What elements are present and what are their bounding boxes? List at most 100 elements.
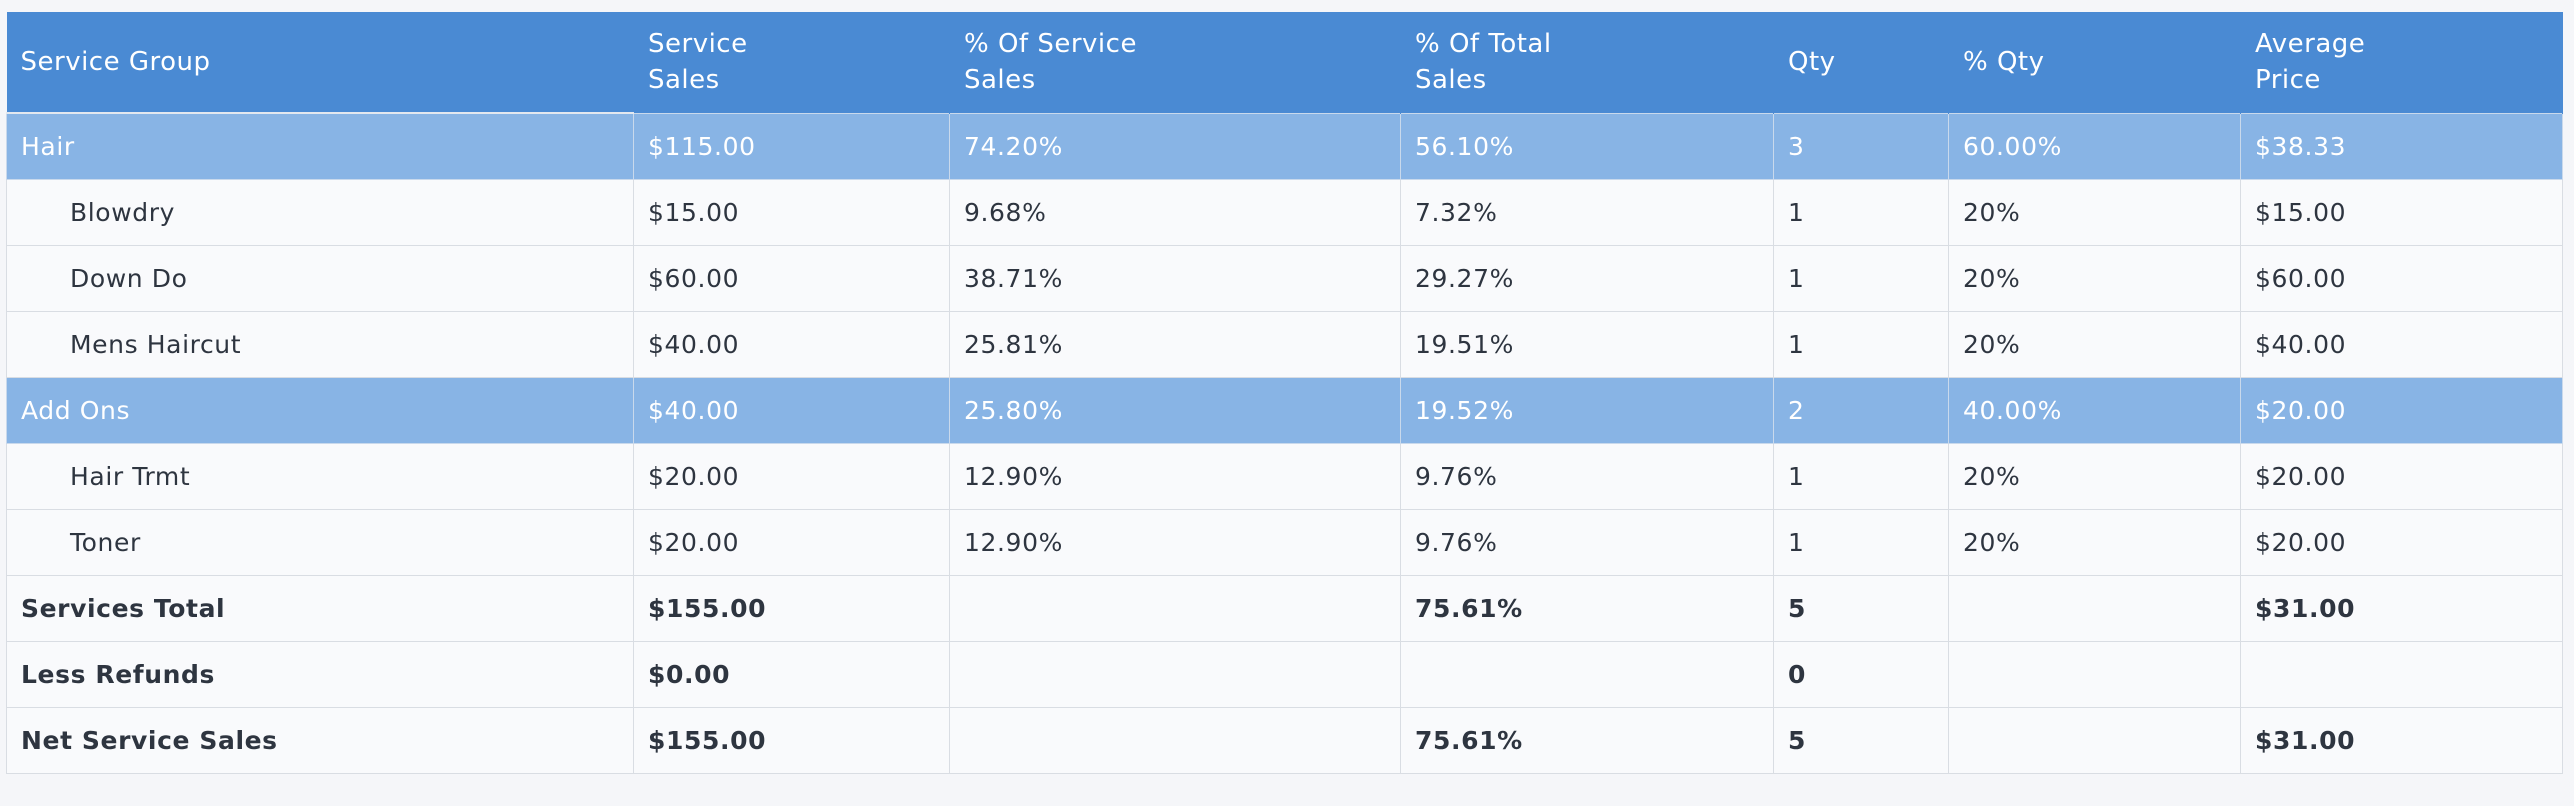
cell-pct-qty: 20% [1948, 310, 2241, 378]
cell-pct-service-sales: 25.80% [949, 376, 1401, 444]
cell-qty: 1 [1773, 442, 1949, 510]
header-average-price-line1: Average [2255, 29, 2366, 60]
cell-pct-service-sales: 25.81% [949, 310, 1401, 378]
cell-average-price: $20.00 [2240, 376, 2563, 444]
header-pct-total-sales-line2: Sales [1415, 65, 1487, 96]
header-row: Service Group Service Sales % Of Service… [6, 12, 2563, 114]
cell-total-label: Net Service Sales [6, 706, 634, 774]
cell-service-sales: $60.00 [633, 244, 950, 312]
cell-average-price: $15.00 [2240, 178, 2563, 246]
cell-pct-total-sales: 75.61% [1400, 706, 1774, 774]
table-row: Hair Trmt $20.00 12.90% 9.76% 1 20% $20.… [6, 442, 2563, 510]
cell-pct-qty: 20% [1948, 508, 2241, 576]
cell-qty: 1 [1773, 508, 1949, 576]
cell-average-price: $20.00 [2240, 442, 2563, 510]
cell-service-sales: $115.00 [633, 112, 950, 180]
cell-qty: 3 [1773, 112, 1949, 180]
service-sales-report: Service Group Service Sales % Of Service… [6, 12, 2563, 774]
cell-service-group: Add Ons [6, 376, 634, 444]
cell-service-sales: $155.00 [633, 706, 950, 774]
cell-qty: 1 [1773, 244, 1949, 312]
cell-pct-service-sales: 74.20% [949, 112, 1401, 180]
cell-qty: 1 [1773, 178, 1949, 246]
cell-average-price: $60.00 [2240, 244, 2563, 312]
cell-service-name: Mens Haircut [6, 310, 634, 378]
header-pct-total-sales-line1: % Of Total [1415, 29, 1552, 60]
cell-pct-total-sales: 7.32% [1400, 178, 1774, 246]
cell-average-price: $40.00 [2240, 310, 2563, 378]
cell-pct-service-sales: 12.90% [949, 508, 1401, 576]
cell-service-sales: $15.00 [633, 178, 950, 246]
cell-average-price: $38.33 [2240, 112, 2563, 180]
table-row-services-total: Services Total $155.00 75.61% 5 $31.00 [6, 574, 2563, 642]
cell-average-price [2240, 640, 2563, 708]
cell-pct-total-sales: 19.52% [1400, 376, 1774, 444]
cell-pct-qty [1948, 706, 2241, 774]
header-service-group[interactable]: Service Group [6, 12, 634, 114]
cell-pct-service-sales: 9.68% [949, 178, 1401, 246]
table-row-less-refunds: Less Refunds $0.00 0 [6, 640, 2563, 708]
header-service-sales[interactable]: Service Sales [633, 12, 950, 113]
table-header: Service Group Service Sales % Of Service… [6, 12, 2563, 114]
cell-pct-service-sales [949, 640, 1401, 708]
cell-qty: 2 [1773, 376, 1949, 444]
header-average-price-line2: Price [2255, 65, 2321, 96]
cell-pct-total-sales: 75.61% [1400, 574, 1774, 642]
header-pct-service-sales-line1: % Of Service [964, 29, 1137, 60]
cell-service-sales: $40.00 [633, 376, 950, 444]
cell-service-name: Toner [6, 508, 634, 576]
cell-pct-total-sales: 9.76% [1400, 508, 1774, 576]
table-row: Down Do $60.00 38.71% 29.27% 1 20% $60.0… [6, 244, 2563, 312]
cell-pct-total-sales: 9.76% [1400, 442, 1774, 510]
table-row: Blowdry $15.00 9.68% 7.32% 1 20% $15.00 [6, 178, 2563, 246]
cell-qty: 1 [1773, 310, 1949, 378]
cell-pct-qty [1948, 574, 2241, 642]
table-row: Toner $20.00 12.90% 9.76% 1 20% $20.00 [6, 508, 2563, 576]
cell-service-name: Down Do [6, 244, 634, 312]
table-row-net-service-sales: Net Service Sales $155.00 75.61% 5 $31.0… [6, 706, 2563, 774]
cell-service-sales: $20.00 [633, 442, 950, 510]
cell-qty: 0 [1773, 640, 1949, 708]
cell-service-name: Hair Trmt [6, 442, 634, 510]
cell-pct-service-sales: 38.71% [949, 244, 1401, 312]
header-service-sales-line1: Service [648, 29, 748, 60]
table-row-group-add-ons: Add Ons $40.00 25.80% 19.52% 2 40.00% $2… [6, 376, 2563, 444]
service-sales-table: Service Group Service Sales % Of Service… [6, 12, 2563, 774]
cell-service-sales: $40.00 [633, 310, 950, 378]
cell-pct-qty [1948, 640, 2241, 708]
cell-total-label: Less Refunds [6, 640, 634, 708]
cell-pct-qty: 40.00% [1948, 376, 2241, 444]
cell-pct-qty: 60.00% [1948, 112, 2241, 180]
cell-pct-qty: 20% [1948, 244, 2241, 312]
table-row-group-hair: Hair $115.00 74.20% 56.10% 3 60.00% $38.… [6, 112, 2563, 180]
header-pct-total-sales[interactable]: % Of Total Sales [1400, 12, 1774, 113]
header-service-group-label: Service Group [20, 47, 211, 77]
table-row: Mens Haircut $40.00 25.81% 19.51% 1 20% … [6, 310, 2563, 378]
cell-service-group: Hair [6, 112, 634, 180]
cell-average-price: $20.00 [2240, 508, 2563, 576]
header-service-sales-line2: Sales [648, 65, 720, 96]
cell-service-sales: $0.00 [633, 640, 950, 708]
cell-service-sales: $155.00 [633, 574, 950, 642]
cell-qty: 5 [1773, 706, 1949, 774]
cell-pct-total-sales: 56.10% [1400, 112, 1774, 180]
cell-pct-total-sales [1400, 640, 1774, 708]
cell-pct-service-sales: 12.90% [949, 442, 1401, 510]
cell-service-sales: $20.00 [633, 508, 950, 576]
header-qty[interactable]: Qty [1773, 12, 1949, 113]
header-average-price[interactable]: Average Price [2240, 12, 2563, 113]
header-pct-qty-label: % Qty [1963, 47, 2045, 78]
header-pct-qty[interactable]: % Qty [1948, 12, 2241, 113]
header-qty-label: Qty [1788, 47, 1836, 78]
table-body: Hair $115.00 74.20% 56.10% 3 60.00% $38.… [6, 112, 2563, 774]
cell-pct-total-sales: 29.27% [1400, 244, 1774, 312]
cell-pct-service-sales [949, 574, 1401, 642]
cell-total-label: Services Total [6, 574, 634, 642]
cell-average-price: $31.00 [2240, 706, 2563, 774]
cell-pct-total-sales: 19.51% [1400, 310, 1774, 378]
cell-service-name: Blowdry [6, 178, 634, 246]
header-pct-service-sales[interactable]: % Of Service Sales [949, 12, 1401, 113]
cell-qty: 5 [1773, 574, 1949, 642]
header-pct-service-sales-line2: Sales [964, 65, 1036, 96]
cell-pct-service-sales [949, 706, 1401, 774]
